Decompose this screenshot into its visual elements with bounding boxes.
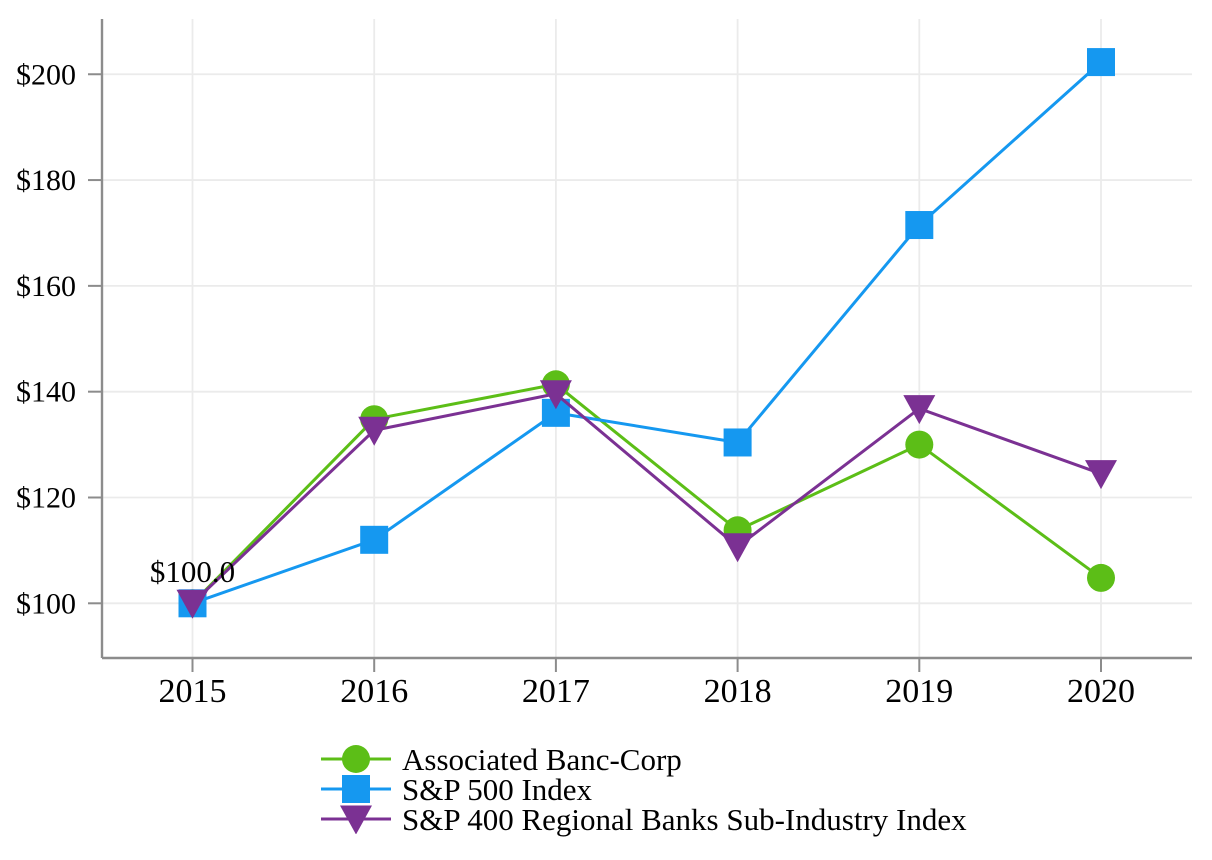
legend-marker-circle xyxy=(342,745,370,774)
legend-label: Associated Banc-Corp xyxy=(402,741,682,777)
series-s-p-500-index xyxy=(178,48,1115,618)
x-tick-label-2017: 2017 xyxy=(522,673,590,710)
marker-s-p-400-regional-banks-sub-industry-index-2015 xyxy=(176,589,209,619)
x-tick-label-2019: 2019 xyxy=(885,673,953,710)
marker-s-p-500-index-2016 xyxy=(360,525,389,554)
legend-item-s-p-500-index: S&P 500 Index xyxy=(321,771,967,807)
marker-s-p-400-regional-banks-sub-industry-index-2019 xyxy=(903,395,936,425)
marker-s-p-400-regional-banks-sub-industry-index-2018 xyxy=(721,533,754,563)
marker-associated-banc-corp-2020 xyxy=(1087,563,1115,592)
y-tick-label-140: $140 xyxy=(16,376,76,409)
x-tick-label-2016: 2016 xyxy=(340,673,408,710)
base-value-annotation: $100.0 xyxy=(150,554,235,589)
y-tick-label-200: $200 xyxy=(16,58,76,91)
legend-marker-triangle-down xyxy=(340,805,372,835)
legend-label: S&P 500 Index xyxy=(402,771,593,807)
legend-label: S&P 400 Regional Banks Sub-Industry Inde… xyxy=(402,801,967,837)
marker-s-p-500-index-2020 xyxy=(1087,48,1115,77)
series-line-s-p-400-regional-banks-sub-industry-index xyxy=(191,392,1102,605)
square-marker-icon xyxy=(321,775,391,804)
legend-marker-square xyxy=(342,775,370,804)
x-tick-label-2020: 2020 xyxy=(1067,673,1135,710)
legend-item-associated-banc-corp: Associated Banc-Corp xyxy=(321,741,967,777)
y-tick-label-180: $180 xyxy=(16,164,76,197)
legend-item-s-p-400-regional-banks-sub-industry-index: S&P 400 Regional Banks Sub-Industry Inde… xyxy=(321,801,967,837)
marker-s-p-400-regional-banks-sub-industry-index-2017 xyxy=(539,380,572,410)
marker-s-p-400-regional-banks-sub-industry-index-2016 xyxy=(358,416,391,446)
y-tick-label-100: $100 xyxy=(16,587,76,620)
series-s-p-400-regional-banks-sub-industry-index xyxy=(176,380,1117,619)
marker-s-p-500-index-2019 xyxy=(905,211,934,240)
series-line-s-p-500-index xyxy=(192,60,1103,605)
triangle-down-marker-icon xyxy=(321,805,391,835)
series-line-associated-banc-corp xyxy=(191,382,1102,605)
y-tick-label-160: $160 xyxy=(16,270,76,303)
marker-s-p-400-regional-banks-sub-industry-index-2020 xyxy=(1085,460,1117,490)
y-tick-label-120: $120 xyxy=(16,481,76,514)
circle-marker-icon xyxy=(321,745,391,774)
series-associated-banc-corp xyxy=(178,370,1115,618)
chart-legend: Associated Banc-Corp S&P 500 Index S&P 4… xyxy=(321,744,967,835)
x-tick-label-2018: 2018 xyxy=(704,673,772,710)
x-tick-label-2015: 2015 xyxy=(159,673,227,710)
marker-associated-banc-corp-2019 xyxy=(905,430,934,459)
marker-s-p-500-index-2018 xyxy=(723,428,752,457)
